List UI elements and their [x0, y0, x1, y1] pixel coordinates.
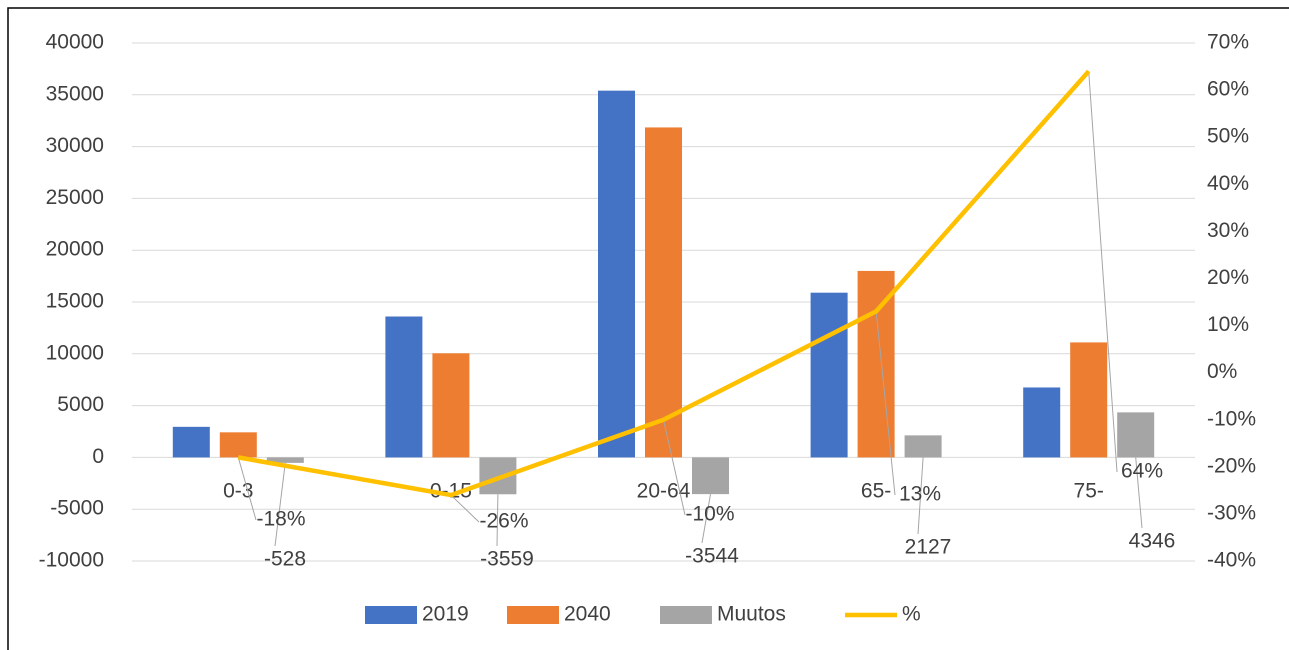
leader-line	[917, 457, 924, 535]
y2-tick-label: 60%	[1207, 78, 1249, 101]
legend-label: Muutos	[717, 603, 786, 626]
legend-swatch	[365, 606, 417, 624]
bar	[810, 292, 848, 458]
bar	[219, 432, 257, 458]
data-label: -10%	[685, 503, 734, 526]
y-tick-label: 10000	[46, 341, 104, 364]
legend-label: %	[902, 603, 921, 626]
data-label: -18%	[256, 508, 305, 531]
y2-tick-label: 10%	[1207, 313, 1249, 336]
bar	[172, 426, 210, 458]
leader-line	[663, 419, 686, 516]
data-label: -3544	[685, 545, 739, 568]
legend-label: 2040	[564, 603, 611, 626]
bar	[432, 353, 470, 458]
data-label: 4346	[1129, 530, 1176, 553]
x-tick-label: 20-64	[637, 480, 691, 503]
leader-line	[237, 457, 257, 521]
chart-frame	[7, 7, 1289, 650]
y-tick-label: -5000	[50, 497, 104, 520]
data-label: -528	[264, 548, 306, 571]
y-tick-label: 15000	[46, 290, 104, 313]
bar	[598, 90, 635, 458]
y-tick-label: 30000	[46, 134, 104, 157]
leader-line	[701, 494, 711, 544]
leader-line	[1088, 71, 1118, 473]
data-label: 64%	[1121, 460, 1163, 483]
legend-swatch	[660, 606, 712, 624]
data-label: -26%	[479, 510, 528, 533]
y2-tick-label: 70%	[1207, 31, 1249, 54]
leader-line	[1135, 457, 1143, 529]
y2-tick-label: -20%	[1207, 454, 1256, 477]
bar	[692, 457, 729, 495]
bar	[266, 457, 304, 463]
y2-tick-label: 20%	[1207, 266, 1249, 289]
bar	[904, 435, 942, 458]
bar	[857, 270, 895, 458]
y-tick-label: 35000	[46, 82, 104, 105]
y2-tick-label: -30%	[1207, 501, 1256, 524]
bar	[1117, 412, 1155, 458]
bar	[385, 316, 423, 458]
y2-tick-label: 0%	[1207, 360, 1237, 383]
y-tick-label: -10000	[39, 549, 104, 572]
data-label: -3559	[480, 548, 534, 571]
leader-line	[496, 494, 499, 547]
y-tick-label: 20000	[46, 238, 104, 261]
y2-tick-label: -10%	[1207, 407, 1256, 430]
bar	[1023, 387, 1061, 458]
legend-label: 2019	[422, 603, 469, 626]
y-tick-label: 0	[92, 445, 104, 468]
leader-line	[450, 494, 480, 523]
line	[237, 69, 1091, 498]
leader-line	[274, 462, 286, 547]
legend-swatch	[507, 606, 559, 624]
data-label: 2127	[905, 536, 952, 559]
leader-line	[875, 311, 896, 496]
y2-tick-label: 40%	[1207, 172, 1249, 195]
x-tick-label: 0-15	[430, 480, 472, 503]
x-tick-label: 75-	[1074, 480, 1104, 503]
y2-tick-label: -40%	[1207, 549, 1256, 572]
bar	[645, 127, 682, 458]
data-label: 13%	[899, 483, 941, 506]
y2-tick-label: 50%	[1207, 125, 1249, 148]
y-tick-label: 25000	[46, 186, 104, 209]
x-tick-label: 65-	[861, 480, 891, 503]
bar	[1070, 342, 1108, 458]
x-tick-label: 0-3	[223, 480, 253, 503]
y2-tick-label: 30%	[1207, 219, 1249, 242]
y-tick-label: 5000	[57, 393, 104, 416]
y-tick-label: 40000	[46, 31, 104, 54]
